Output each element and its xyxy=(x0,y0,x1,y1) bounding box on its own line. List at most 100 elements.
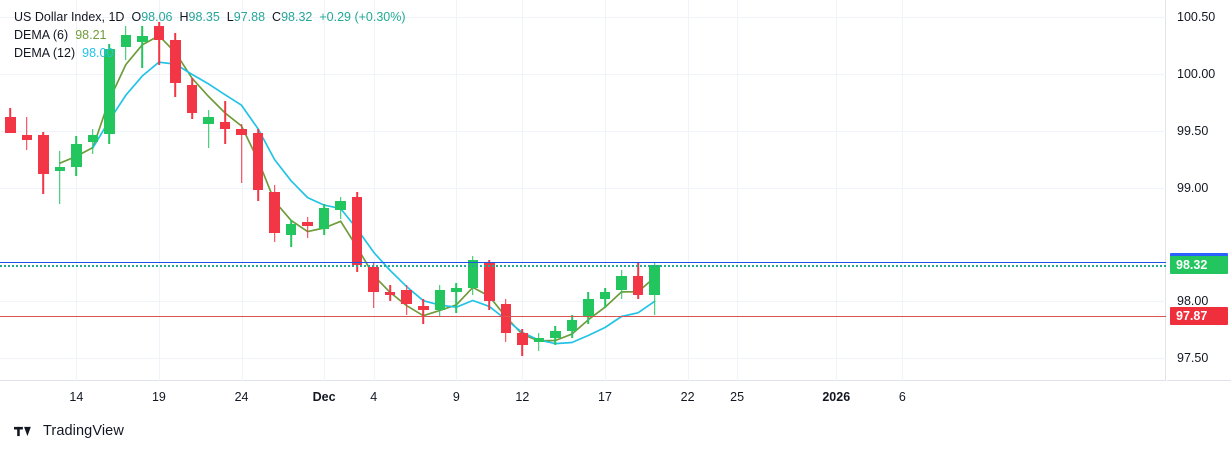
candlestick[interactable] xyxy=(451,0,462,381)
gridline-vertical xyxy=(456,0,457,381)
candle-body xyxy=(137,36,148,43)
candle-body xyxy=(71,144,82,168)
candlestick[interactable] xyxy=(87,0,99,381)
candlestick[interactable] xyxy=(318,0,330,381)
gridline-horizontal xyxy=(0,130,1166,132)
legend-dema12-row[interactable]: DEMA (12) 98.00 xyxy=(14,45,406,61)
close-line xyxy=(0,264,1166,267)
candlestick[interactable] xyxy=(219,0,231,381)
candle-body xyxy=(104,48,115,135)
candlestick[interactable] xyxy=(203,0,214,381)
candlestick[interactable] xyxy=(467,0,479,381)
candle-body xyxy=(153,26,165,40)
tradingview-wordmark: TradingView xyxy=(43,423,124,439)
time-tick: 12 xyxy=(515,390,530,404)
time-tick: 9 xyxy=(452,390,460,404)
candlestick[interactable] xyxy=(170,0,181,381)
price-badge-green[interactable]: 98.32 xyxy=(1170,255,1228,274)
ohlc-o: O98.06 xyxy=(131,10,173,24)
candle-wick xyxy=(141,26,144,69)
candlestick[interactable] xyxy=(632,0,644,381)
tradingview-logo-icon xyxy=(14,426,31,437)
time-tick: 14 xyxy=(69,390,84,404)
candlestick[interactable] xyxy=(120,0,132,381)
candlestick[interactable] xyxy=(583,0,594,381)
candlestick[interactable] xyxy=(21,0,33,381)
dema12-label: DEMA (12) xyxy=(14,46,76,60)
candle-body xyxy=(434,290,446,311)
candle-wick xyxy=(240,123,243,184)
candle-body xyxy=(368,267,379,293)
candlestick[interactable] xyxy=(550,0,561,381)
time-tick: 4 xyxy=(370,390,378,404)
candlestick[interactable] xyxy=(500,0,512,381)
candle-wick xyxy=(422,299,425,325)
candle-body xyxy=(219,121,231,129)
dema6-value: 98.21 xyxy=(75,28,107,42)
high-line xyxy=(0,261,1166,263)
candlestick[interactable] xyxy=(384,0,396,381)
candlestick[interactable] xyxy=(418,0,429,381)
candlestick[interactable] xyxy=(351,0,363,381)
gridline-horizontal xyxy=(0,17,1166,19)
candlestick[interactable] xyxy=(533,0,545,381)
candlestick[interactable] xyxy=(236,0,247,381)
candlestick[interactable] xyxy=(649,0,660,381)
candlestick[interactable] xyxy=(54,0,66,381)
candle-body xyxy=(632,276,644,295)
candlestick[interactable] xyxy=(104,0,115,381)
ohlc-values: O98.06 H98.35 L97.88 C98.32 xyxy=(131,9,319,25)
price-tick: 100.50 xyxy=(1177,10,1216,25)
candlestick[interactable] xyxy=(566,0,578,381)
candlestick[interactable] xyxy=(153,0,165,381)
candlestick[interactable] xyxy=(285,0,297,381)
candlestick[interactable] xyxy=(38,0,49,381)
price-tick: 98.00 xyxy=(1177,294,1209,309)
time-axis[interactable]: 14 19 24 Dec 4 9 12 17 22 25 2026 6 xyxy=(0,382,1231,414)
candle-body xyxy=(500,303,512,334)
candlestick[interactable] xyxy=(401,0,412,381)
candlestick[interactable] xyxy=(5,0,16,381)
candlestick[interactable] xyxy=(484,0,495,381)
candle-wick xyxy=(158,21,160,65)
ohlc-l: L97.88 xyxy=(226,10,266,24)
gridline-vertical xyxy=(76,0,77,381)
time-tick: 22 xyxy=(680,390,695,404)
time-tick: 6 xyxy=(898,390,906,404)
candlestick[interactable] xyxy=(137,0,148,381)
candle-body xyxy=(252,133,264,190)
time-tick: 2026 xyxy=(822,390,851,404)
candlestick[interactable] xyxy=(335,0,346,381)
candle-body xyxy=(120,35,132,47)
candlestick[interactable] xyxy=(252,0,264,381)
gridline-vertical xyxy=(902,0,903,381)
candlestick[interactable] xyxy=(71,0,82,381)
candlestick[interactable] xyxy=(599,0,611,381)
price-tick: 100.00 xyxy=(1177,66,1216,81)
price-badge-red[interactable]: 97.87 xyxy=(1170,307,1228,326)
candle-body xyxy=(649,264,660,295)
gridline-vertical xyxy=(374,0,375,381)
gridline-vertical xyxy=(737,0,738,381)
dema12-value: 98.00 xyxy=(82,46,114,60)
candlestick[interactable] xyxy=(517,0,528,381)
symbol-title[interactable]: US Dollar Index, 1D xyxy=(14,10,125,24)
candlestick[interactable] xyxy=(269,0,280,381)
candle-body xyxy=(583,299,594,318)
candle-body xyxy=(269,192,280,234)
tradingview-branding: TradingView xyxy=(14,424,124,439)
candle-wick xyxy=(207,110,210,148)
candle-body xyxy=(38,135,49,174)
candle-body xyxy=(418,305,429,311)
candlestick[interactable] xyxy=(368,0,379,381)
price-axis[interactable]: 100.50100.0099.5099.0098.0097.5098.3598.… xyxy=(1167,0,1231,381)
candlestick[interactable] xyxy=(434,0,446,381)
candlestick[interactable] xyxy=(302,0,313,381)
ohlc-h: H98.35 xyxy=(179,10,220,24)
plot-area[interactable] xyxy=(0,0,1166,381)
candlestick[interactable] xyxy=(186,0,198,381)
candle-body xyxy=(285,224,297,236)
legend-dema6-row[interactable]: DEMA (6) 98.21 xyxy=(14,27,406,43)
candlestick[interactable] xyxy=(616,0,627,381)
